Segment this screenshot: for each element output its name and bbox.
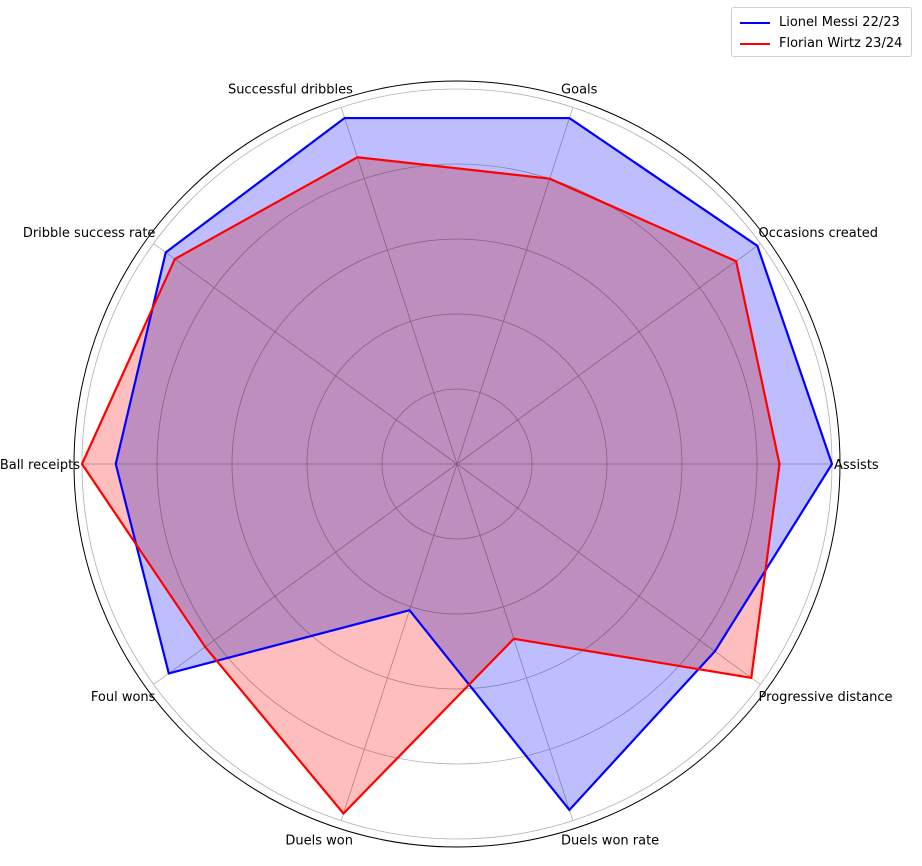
- polar-frame: [73, 80, 841, 848]
- axis-label-1: Assists: [834, 458, 879, 473]
- axis-label-6: Ball receipts: [0, 458, 80, 473]
- series-line-1: [114, 116, 834, 812]
- legend-swatch-wirtz: [740, 42, 770, 45]
- axis-labels: Assists Occasions created Goals Successful …: [0, 82, 893, 848]
- axis-label-4: Successful dribbles: [228, 82, 353, 97]
- axis-label-7: Foul wons: [91, 690, 156, 705]
- legend: Lionel Messi 22/23 Florian Wirtz 23/24: [731, 7, 912, 57]
- legend-item-wirtz: Florian Wirtz 23/24: [740, 33, 903, 54]
- radar-series: [80, 116, 834, 816]
- axis-label-10: Progressive distance: [759, 690, 893, 705]
- axis-label-2: Occasions created: [759, 226, 879, 241]
- legend-label-wirtz: Florian Wirtz 23/24: [779, 36, 903, 51]
- series-line-2: [80, 156, 781, 816]
- axis-label-5: Dribble success rate: [23, 226, 156, 241]
- legend-swatch-messi: [740, 21, 770, 24]
- legend-item-messi: Lionel Messi 22/23: [740, 12, 903, 33]
- axis-label-8: Duels won: [285, 834, 353, 849]
- axis-label-9: Duels won rate: [561, 834, 659, 849]
- legend-label-messi: Lionel Messi 22/23: [779, 15, 900, 30]
- series-area-2: [82, 157, 780, 814]
- axis-label-3: Goals: [561, 82, 598, 97]
